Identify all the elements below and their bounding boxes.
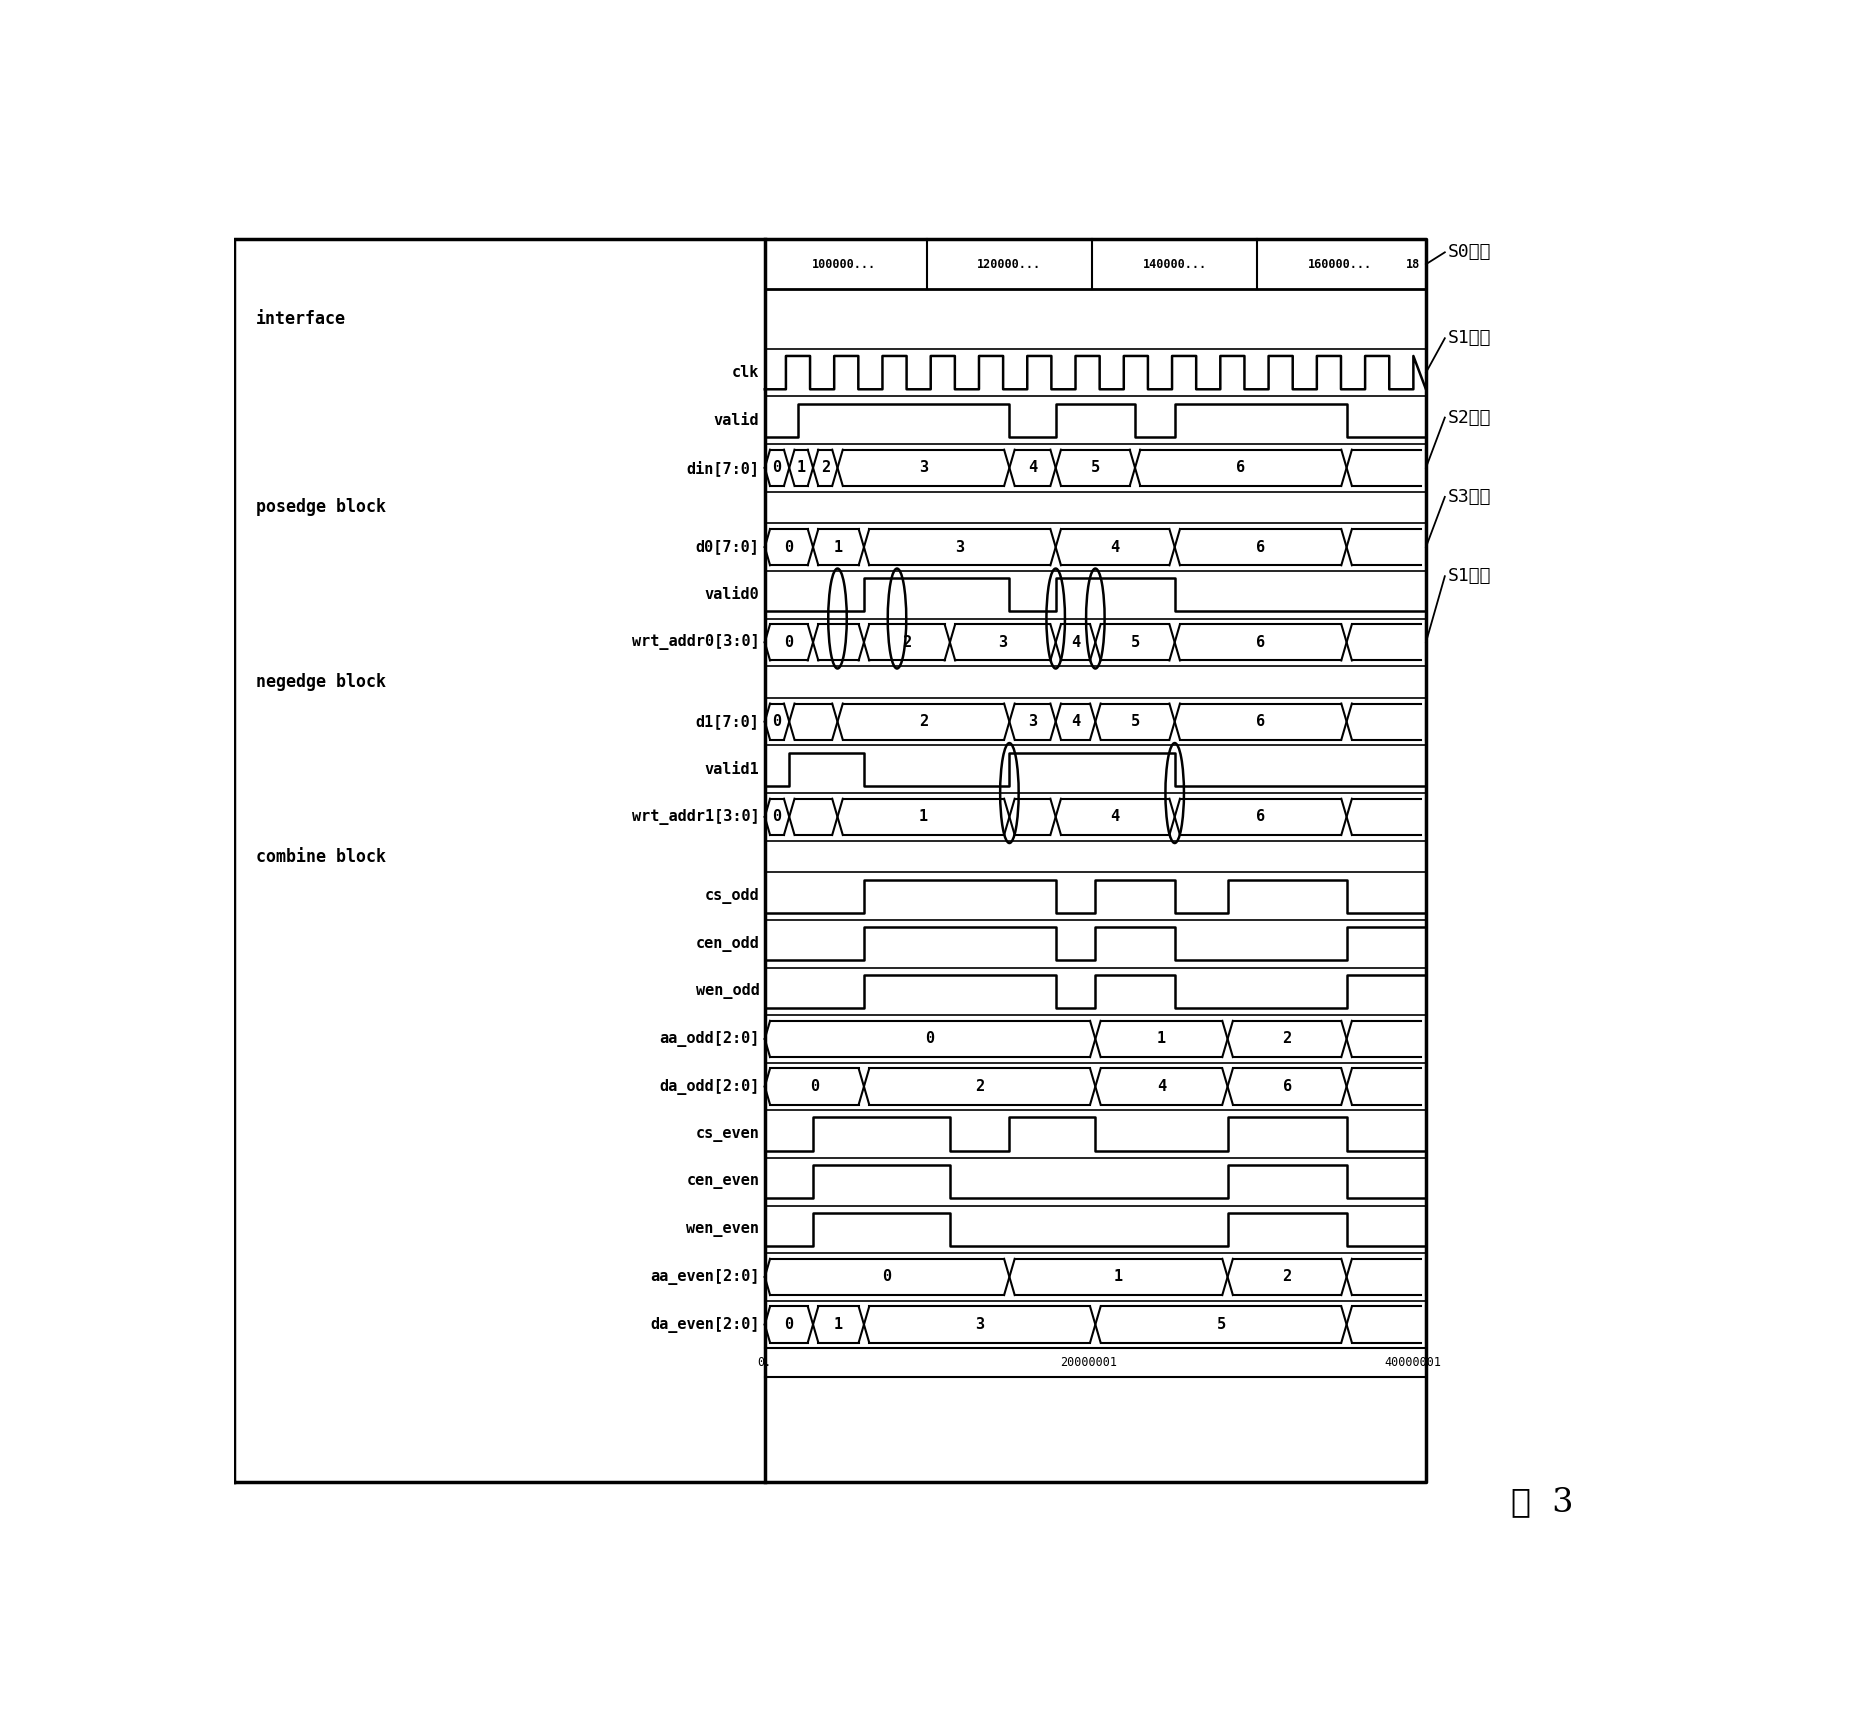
- Text: 40000001: 40000001: [1384, 1356, 1442, 1370]
- Text: S3区域: S3区域: [1448, 488, 1491, 507]
- Text: 2: 2: [919, 714, 928, 730]
- Text: clk: clk: [731, 366, 759, 379]
- Text: 0: 0: [772, 714, 782, 730]
- Text: 2: 2: [821, 460, 831, 476]
- Text: 0: 0: [883, 1269, 892, 1284]
- Text: cs_odd: cs_odd: [705, 888, 759, 905]
- Text: negedge block: negedge block: [255, 673, 386, 690]
- Text: wen_even: wen_even: [686, 1223, 759, 1236]
- Text: 4: 4: [1157, 1078, 1166, 1094]
- Text: cs_even: cs_even: [696, 1126, 759, 1142]
- Text: din[7:0]: din[7:0]: [686, 460, 759, 476]
- Text: 4: 4: [1110, 809, 1119, 824]
- Text: 2: 2: [1282, 1269, 1292, 1284]
- Text: da_even[2:0]: da_even[2:0]: [651, 1317, 759, 1332]
- Text: 6: 6: [1236, 460, 1245, 476]
- Text: S1区域: S1区域: [1448, 330, 1491, 347]
- Text: 4: 4: [1028, 460, 1037, 476]
- Text: 0: 0: [784, 1317, 793, 1332]
- Text: wen_odd: wen_odd: [696, 984, 759, 999]
- Text: 6: 6: [1256, 809, 1266, 824]
- Text: 0: 0: [784, 635, 793, 649]
- Text: 140000...: 140000...: [1142, 258, 1208, 271]
- Text: d0[7:0]: d0[7:0]: [696, 539, 759, 555]
- Text: S0区域: S0区域: [1448, 244, 1491, 261]
- Text: 2: 2: [902, 635, 911, 649]
- Text: 100000...: 100000...: [812, 258, 876, 271]
- Text: cen_odd: cen_odd: [696, 936, 759, 951]
- Text: combine block: combine block: [255, 848, 386, 865]
- Text: 0: 0: [810, 1078, 819, 1094]
- Text: 1: 1: [834, 539, 844, 555]
- Text: 1: 1: [919, 809, 928, 824]
- Text: d1[7:0]: d1[7:0]: [696, 714, 759, 730]
- Text: 4: 4: [1110, 539, 1119, 555]
- Text: interface: interface: [255, 311, 345, 328]
- Text: 2: 2: [975, 1078, 984, 1094]
- Text: 5: 5: [1091, 460, 1101, 476]
- Text: 6: 6: [1256, 539, 1266, 555]
- Text: valid1: valid1: [705, 762, 759, 776]
- Text: 2: 2: [1282, 1032, 1292, 1046]
- Text: 0: 0: [784, 539, 793, 555]
- Text: valid: valid: [714, 412, 759, 428]
- Text: 5: 5: [1131, 635, 1140, 649]
- Text: 20000001: 20000001: [1059, 1356, 1118, 1370]
- Text: 1: 1: [834, 1317, 844, 1332]
- Text: 5: 5: [1217, 1317, 1226, 1332]
- Text: wrt_addr1[3:0]: wrt_addr1[3:0]: [632, 809, 759, 824]
- Text: posedge block: posedge block: [255, 498, 386, 517]
- Text: 3: 3: [954, 539, 964, 555]
- Text: 5: 5: [1131, 714, 1140, 730]
- Text: 0: 0: [772, 809, 782, 824]
- Text: 图  3: 图 3: [1511, 1485, 1573, 1518]
- Text: 3: 3: [975, 1317, 984, 1332]
- Text: 1: 1: [797, 460, 806, 476]
- Text: 6: 6: [1256, 635, 1266, 649]
- Text: S1区域: S1区域: [1448, 567, 1491, 585]
- Text: 4: 4: [1071, 635, 1080, 649]
- Text: 3: 3: [919, 460, 928, 476]
- Text: 6: 6: [1256, 714, 1266, 730]
- Text: 160000...: 160000...: [1309, 258, 1372, 271]
- Text: cen_even: cen_even: [686, 1174, 759, 1190]
- Text: 1: 1: [1114, 1269, 1123, 1284]
- Text: 3: 3: [998, 635, 1007, 649]
- Text: 0: 0: [772, 460, 782, 476]
- Text: 120000...: 120000...: [977, 258, 1041, 271]
- Text: 4: 4: [1071, 714, 1080, 730]
- Text: S2区域: S2区域: [1448, 409, 1491, 426]
- Text: aa_even[2:0]: aa_even[2:0]: [651, 1269, 759, 1284]
- Text: 3: 3: [1028, 714, 1037, 730]
- Text: aa_odd[2:0]: aa_odd[2:0]: [660, 1030, 759, 1047]
- Text: valid0: valid0: [705, 587, 759, 603]
- Text: 18: 18: [1406, 258, 1419, 271]
- Text: 0: 0: [926, 1032, 934, 1046]
- Text: wrt_addr0[3:0]: wrt_addr0[3:0]: [632, 634, 759, 651]
- Text: 6: 6: [1282, 1078, 1292, 1094]
- Text: da_odd[2:0]: da_odd[2:0]: [660, 1078, 759, 1094]
- Text: 1: 1: [1157, 1032, 1166, 1046]
- Text: 0.: 0.: [758, 1356, 772, 1370]
